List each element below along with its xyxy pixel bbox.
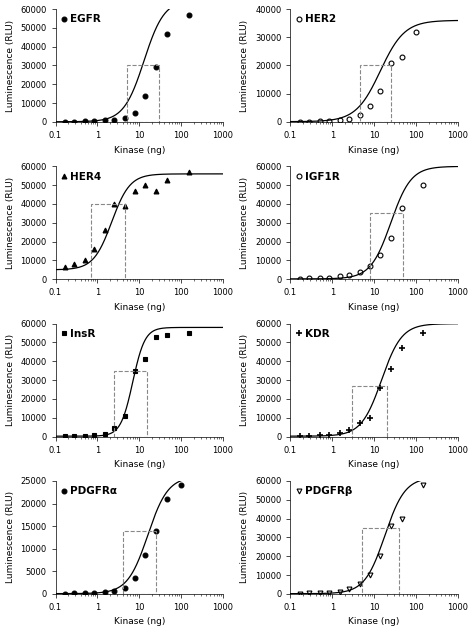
X-axis label: Kinase (ng): Kinase (ng) — [348, 303, 400, 312]
Bar — [352, 386, 387, 437]
Y-axis label: Luminescence (RLU): Luminescence (RLU) — [240, 20, 249, 112]
Legend: KDR: KDR — [293, 327, 332, 341]
X-axis label: Kinase (ng): Kinase (ng) — [114, 460, 165, 469]
Bar — [362, 528, 400, 594]
Legend: InsR: InsR — [59, 327, 98, 341]
Bar — [127, 66, 159, 122]
Y-axis label: Luminescence (RLU): Luminescence (RLU) — [240, 177, 249, 269]
Y-axis label: Luminescence (RLU): Luminescence (RLU) — [6, 177, 15, 269]
Bar — [370, 214, 403, 279]
Legend: HER4: HER4 — [59, 169, 103, 184]
X-axis label: Kinase (ng): Kinase (ng) — [114, 617, 165, 626]
X-axis label: Kinase (ng): Kinase (ng) — [114, 145, 165, 155]
Legend: IGF1R: IGF1R — [293, 169, 342, 184]
Y-axis label: Luminescence (RLU): Luminescence (RLU) — [240, 491, 249, 583]
Y-axis label: Luminescence (RLU): Luminescence (RLU) — [6, 20, 15, 112]
Bar — [123, 531, 156, 594]
X-axis label: Kinase (ng): Kinase (ng) — [114, 303, 165, 312]
Bar — [360, 66, 391, 122]
Legend: PDGFRβ: PDGFRβ — [293, 484, 355, 498]
X-axis label: Kinase (ng): Kinase (ng) — [348, 617, 400, 626]
X-axis label: Kinase (ng): Kinase (ng) — [348, 460, 400, 469]
Legend: PDGFRα: PDGFRα — [59, 484, 119, 498]
Legend: HER2: HER2 — [293, 12, 338, 27]
Bar — [114, 371, 146, 437]
Legend: EGFR: EGFR — [59, 12, 103, 27]
Y-axis label: Luminescence (RLU): Luminescence (RLU) — [6, 334, 15, 426]
Y-axis label: Luminescence (RLU): Luminescence (RLU) — [240, 334, 249, 426]
Y-axis label: Luminescence (RLU): Luminescence (RLU) — [6, 491, 15, 583]
X-axis label: Kinase (ng): Kinase (ng) — [348, 145, 400, 155]
Bar — [91, 204, 125, 279]
